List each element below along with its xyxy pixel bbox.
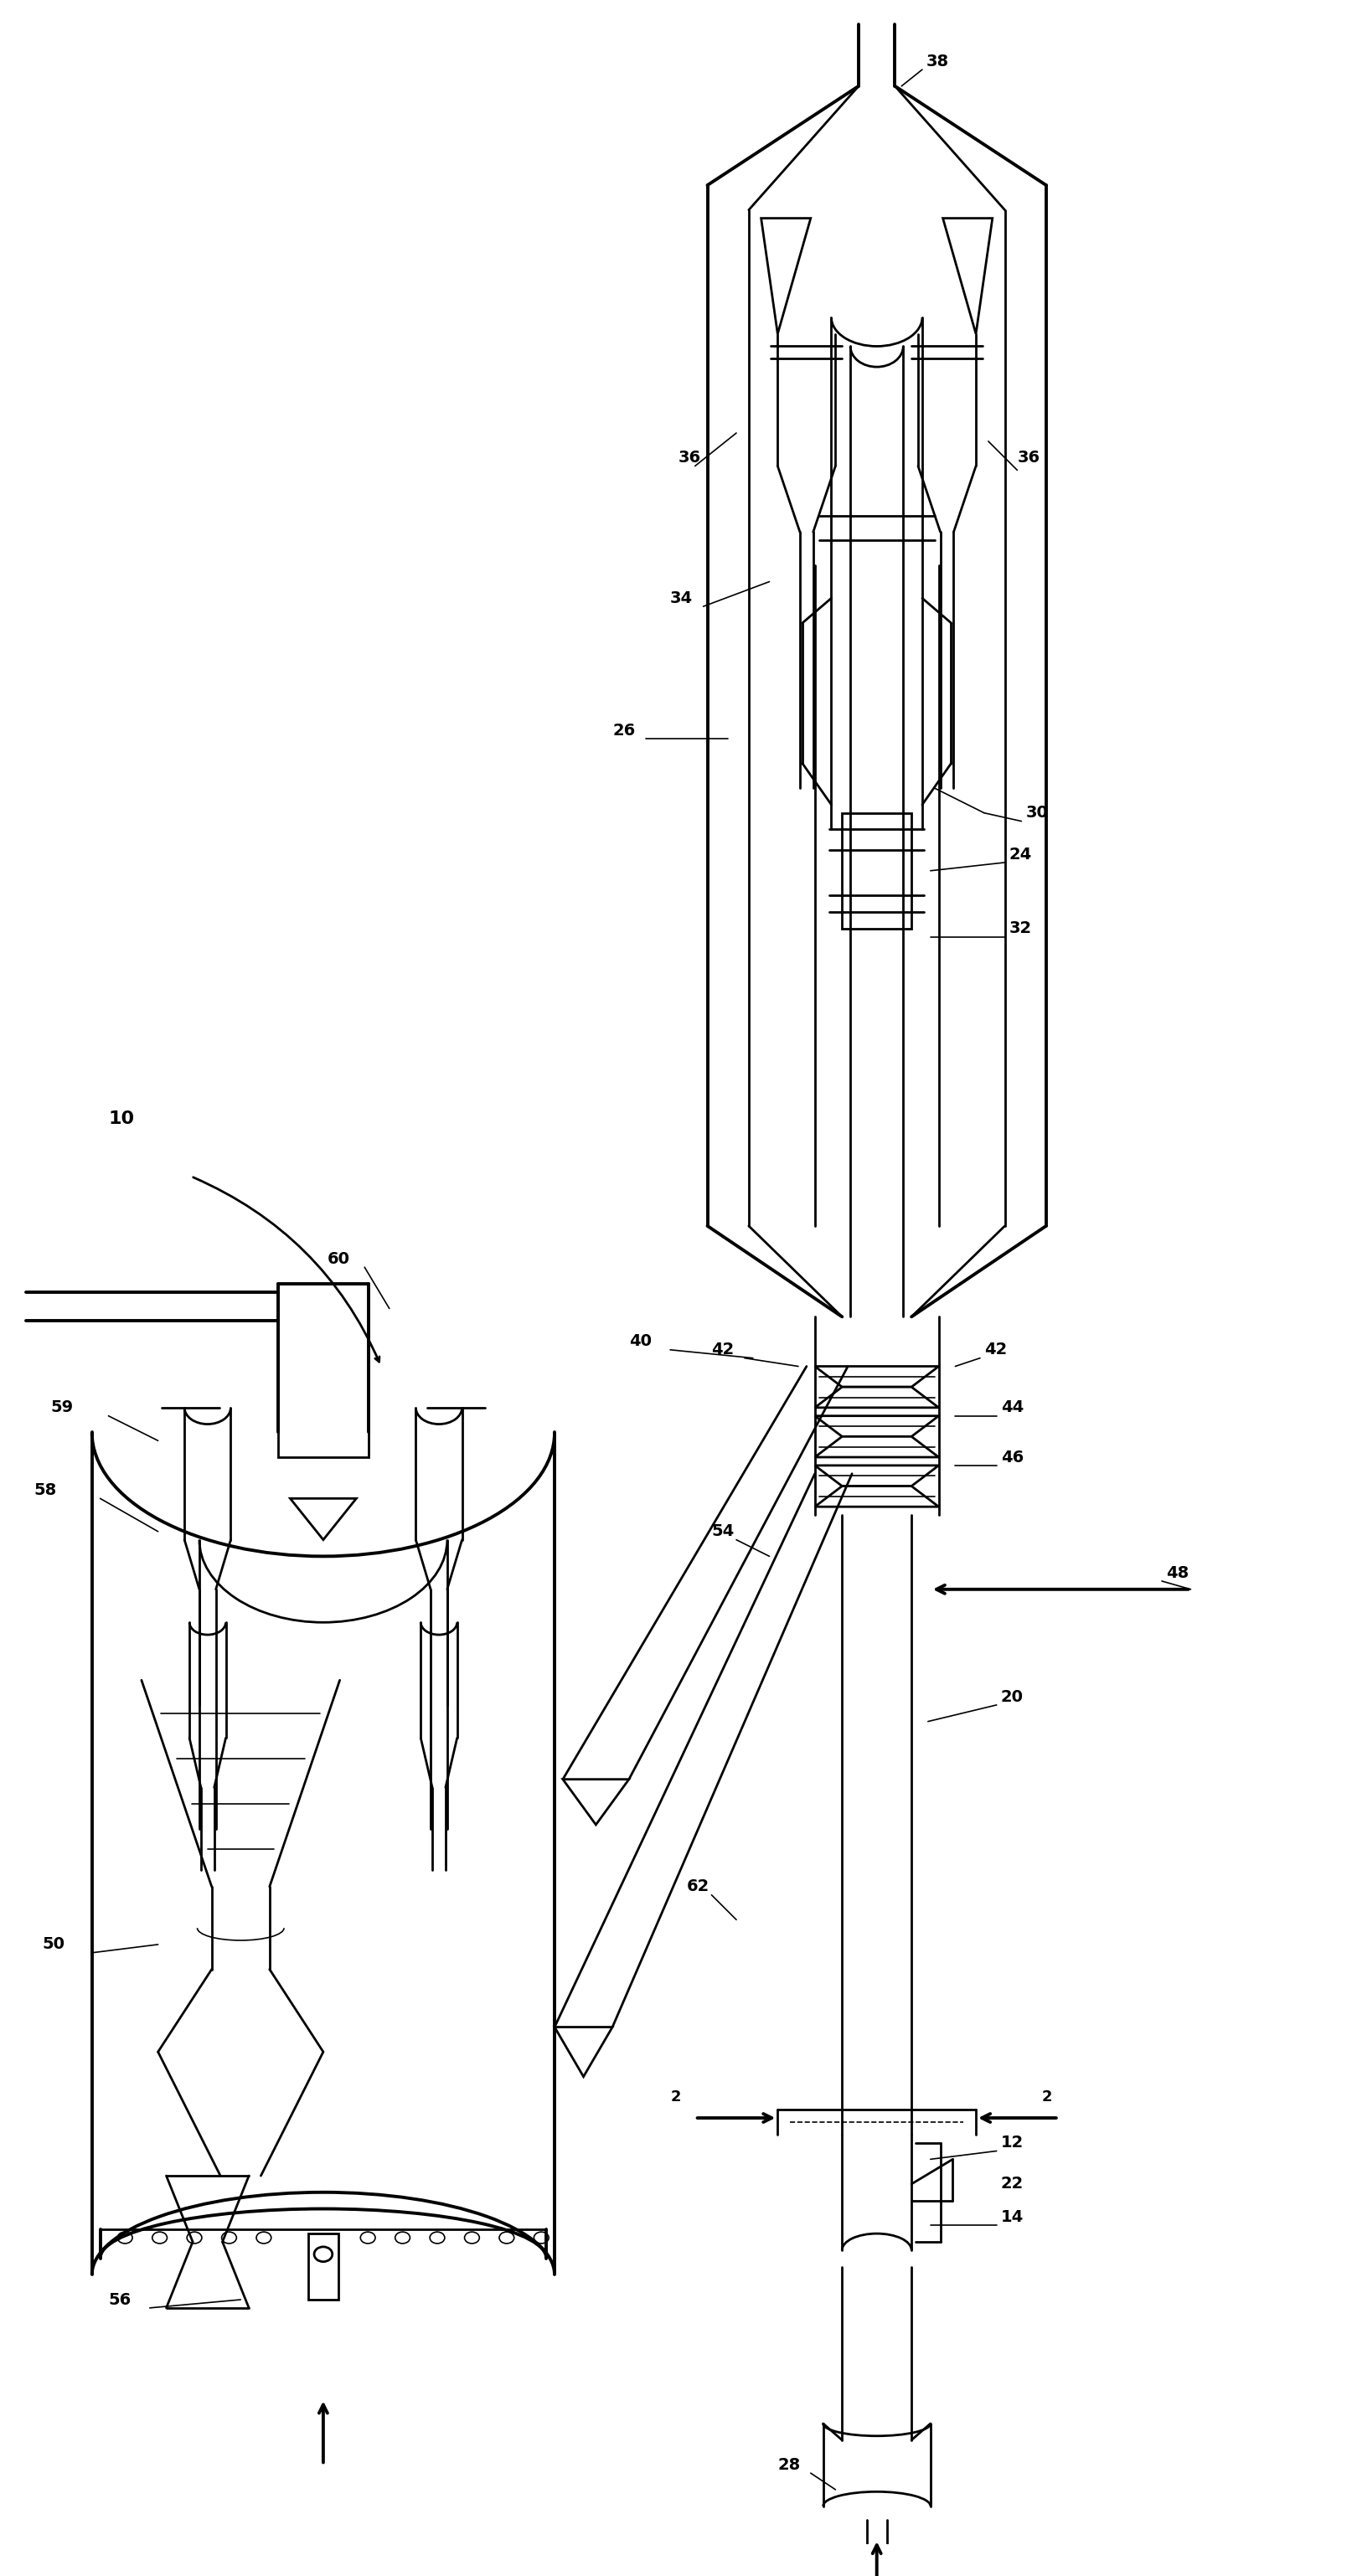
Text: 60: 60: [327, 1252, 350, 1267]
Text: 54: 54: [711, 1522, 734, 1540]
Text: 2: 2: [670, 2089, 681, 2105]
Polygon shape: [290, 1499, 357, 1540]
Bar: [308, 2233, 338, 2300]
Text: 36: 36: [678, 451, 702, 466]
Polygon shape: [943, 219, 992, 335]
Text: 38: 38: [927, 54, 949, 70]
Text: 40: 40: [628, 1334, 651, 1350]
Text: 56: 56: [109, 2293, 132, 2308]
Polygon shape: [761, 219, 810, 335]
Text: 62: 62: [687, 1878, 710, 1893]
Polygon shape: [814, 1365, 939, 1386]
Text: 42: 42: [711, 1342, 734, 1358]
Text: 26: 26: [612, 721, 635, 739]
Polygon shape: [555, 2027, 612, 2076]
Text: 36: 36: [1018, 451, 1039, 466]
Bar: [843, 814, 912, 927]
Text: 58: 58: [34, 1481, 57, 1499]
Text: 42: 42: [984, 1342, 1007, 1358]
Text: 2: 2: [1042, 2089, 1053, 2105]
Polygon shape: [814, 1437, 939, 1458]
Polygon shape: [814, 1386, 939, 1406]
Text: 20: 20: [1000, 1690, 1023, 1705]
Text: 10: 10: [109, 1110, 134, 1126]
Bar: [278, 1283, 369, 1458]
Text: 46: 46: [1000, 1450, 1023, 1466]
Text: 32: 32: [1010, 920, 1031, 938]
Text: 44: 44: [1000, 1399, 1023, 1417]
Text: 50: 50: [42, 1937, 65, 1953]
Text: 30: 30: [1026, 804, 1048, 822]
Polygon shape: [814, 1417, 939, 1437]
Polygon shape: [814, 1486, 939, 1507]
Text: 12: 12: [1000, 2136, 1023, 2151]
Polygon shape: [814, 1466, 939, 1486]
Text: 24: 24: [1010, 848, 1031, 863]
Text: 48: 48: [1166, 1564, 1189, 1582]
Polygon shape: [563, 1780, 628, 1824]
Text: 34: 34: [670, 590, 693, 605]
Text: 14: 14: [1000, 2210, 1023, 2226]
Text: 28: 28: [778, 2458, 801, 2473]
Text: 22: 22: [1000, 2177, 1023, 2192]
Text: 59: 59: [50, 1399, 73, 1417]
